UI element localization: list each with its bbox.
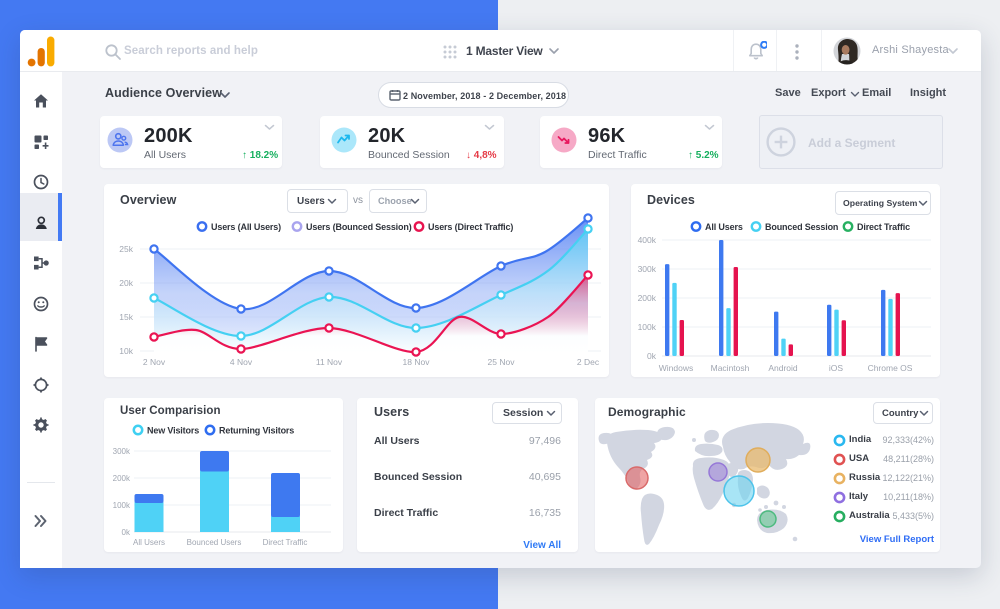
svg-text:10k: 10k [119,346,133,356]
svg-text:15k: 15k [119,312,133,322]
svg-text:Chrome OS: Chrome OS [868,363,913,373]
svg-text:Returning Visitors: Returning Visitors [219,426,294,436]
svg-text:2 Nov: 2 Nov [143,357,166,367]
svg-text:100k: 100k [638,322,657,332]
svg-text:200k: 200k [113,474,131,483]
svg-text:4 Nov: 4 Nov [230,357,253,367]
svg-text:Bounced Users: Bounced Users [187,538,242,547]
svg-text:2 Dec: 2 Dec [577,357,600,367]
svg-text:0k: 0k [122,528,131,537]
svg-text:Windows: Windows [659,363,693,373]
svg-text:Direct Traffic: Direct Traffic [857,222,910,232]
svg-text:200k: 200k [638,293,657,303]
svg-text:Android: Android [768,363,798,373]
svg-text:Bounced Session: Bounced Session [765,222,838,232]
svg-text:20k: 20k [119,278,133,288]
svg-text:11 Nov: 11 Nov [316,357,343,367]
svg-text:300k: 300k [638,264,657,274]
svg-text:Users (Direct Traffic): Users (Direct Traffic) [428,222,513,232]
svg-text:All Users: All Users [133,538,165,547]
svg-text:Macintosh: Macintosh [711,363,750,373]
svg-text:25k: 25k [119,244,133,254]
svg-text:25 Nov: 25 Nov [488,357,516,367]
svg-text:Users (All Users): Users (All Users) [211,222,281,232]
svg-text:Users (Bounced Session): Users (Bounced Session) [306,222,412,232]
svg-text:0k: 0k [647,351,657,361]
svg-text:iOS: iOS [829,363,844,373]
svg-text:100k: 100k [113,501,131,510]
svg-text:Direct Traffic: Direct Traffic [263,538,308,547]
svg-text:300k: 300k [113,447,131,456]
svg-text:All Users: All Users [705,222,743,232]
svg-text:New Visitors: New Visitors [147,426,199,436]
svg-text:18 Nov: 18 Nov [403,357,431,367]
svg-text:400k: 400k [638,235,657,245]
